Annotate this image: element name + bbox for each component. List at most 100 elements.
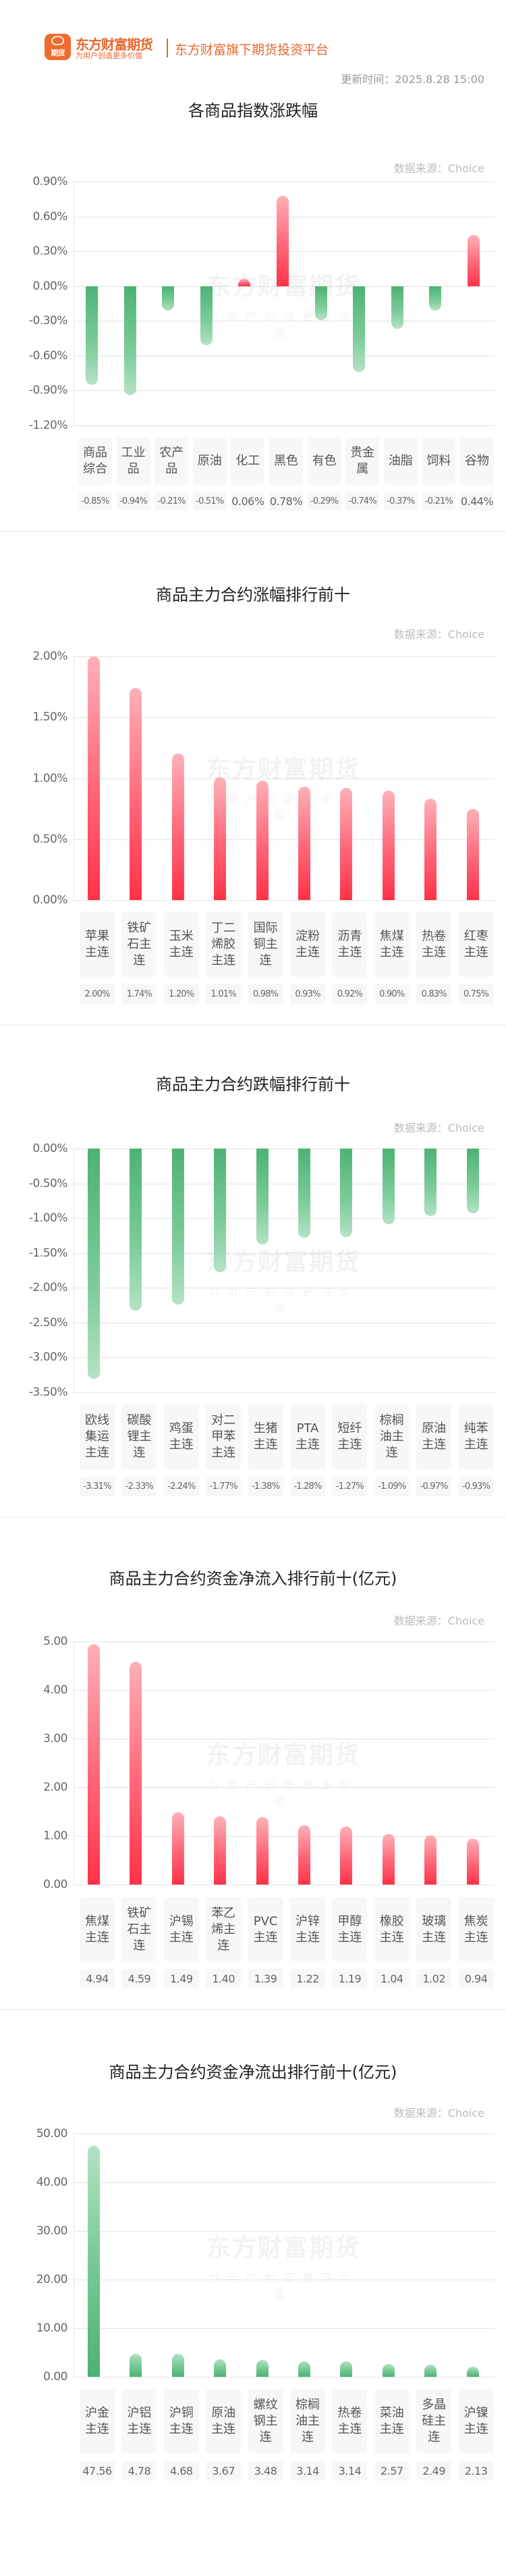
category-label: 玉米主连 (163, 912, 199, 977)
section-divider (0, 2009, 506, 2010)
grid-line (74, 1690, 495, 1691)
grid-line (74, 1836, 495, 1837)
category-label: 棕榈油主连 (290, 2389, 325, 2453)
section-divider (0, 1517, 506, 1518)
bar-10[interactable] (466, 808, 479, 900)
y-tick-label: 3.00 (43, 1732, 67, 1745)
value-label: 0.94 (458, 1969, 494, 1989)
value-label: 3.14 (332, 2461, 368, 2481)
category-label: 玻璃主连 (416, 1897, 452, 1962)
value-label: -0.93% (458, 1477, 494, 1496)
value-label: 47.56 (80, 2461, 115, 2481)
value-label: -0.97% (416, 1477, 452, 1496)
value-label: 1.02 (416, 1969, 452, 1989)
bar-3[interactable] (162, 286, 175, 311)
bar-6[interactable] (277, 195, 289, 286)
y-tick-label: -1.20% (28, 419, 68, 432)
y-tick-label: 5.00 (43, 1635, 67, 1648)
bar-1[interactable] (88, 1149, 100, 1379)
bar-2[interactable] (130, 1661, 142, 1885)
bar-1[interactable] (88, 2145, 100, 2377)
bar-7[interactable] (314, 286, 327, 320)
value-label: 1.04 (374, 1969, 410, 1989)
bar-6[interactable] (298, 787, 310, 900)
data-source-label: 数据来源：Choice (393, 162, 484, 175)
bar-10[interactable] (466, 1149, 479, 1213)
value-label: 1.39 (248, 1969, 283, 1989)
y-tick-label: -2.50% (28, 1315, 68, 1330)
bar-3[interactable] (171, 1812, 184, 1885)
value-label: -2.24% (163, 1477, 199, 1496)
bar-4[interactable] (200, 286, 213, 346)
value-label: 2.49 (416, 2461, 452, 2481)
watermark-slogan: 为用户创造更多价值 (207, 1779, 359, 1808)
bar-4[interactable] (214, 1816, 227, 1885)
grid-line (74, 356, 495, 357)
category-label: 农产品 (154, 438, 189, 485)
category-label: 原油 (192, 438, 227, 485)
bar-5[interactable] (256, 2359, 269, 2377)
y-tick-label: -0.90% (28, 384, 68, 398)
bar-7[interactable] (340, 1149, 353, 1237)
bar-8[interactable] (382, 1149, 395, 1225)
value-label: 1.20% (163, 984, 199, 1004)
bar-1[interactable] (86, 286, 98, 385)
bar-3[interactable] (171, 1149, 184, 1305)
bar-5[interactable] (256, 1149, 269, 1245)
page-header: 期货 东方财富期货 为用户创造更多价值 东方财富旗下期货投资平台 更新时间：20… (0, 0, 506, 86)
y-tick-label: 2.00 (43, 1781, 67, 1794)
bar-11[interactable] (468, 235, 480, 286)
bar-9[interactable] (424, 2365, 437, 2377)
bar-6[interactable] (298, 1149, 310, 1238)
category-label: 欧线集运主连 (80, 1404, 115, 1469)
section-divider (0, 531, 506, 532)
value-label: 0.44% (460, 492, 494, 510)
bar-6[interactable] (298, 1825, 310, 1885)
bar-8[interactable] (382, 1834, 395, 1885)
bar-2[interactable] (130, 2353, 142, 2377)
bar-7[interactable] (340, 1826, 353, 1885)
value-label: 0.98% (248, 984, 283, 1004)
bar-3[interactable] (171, 2354, 184, 2377)
bar-10[interactable] (466, 2366, 479, 2377)
bar-7[interactable] (340, 787, 353, 900)
y-tick-label: 1.00 (43, 1829, 67, 1843)
category-label: 螺纹钢主连 (248, 2389, 283, 2453)
bar-9[interactable] (424, 1149, 437, 1217)
bar-4[interactable] (214, 1149, 227, 1272)
bar-9[interactable] (391, 286, 403, 330)
grid-line (74, 717, 495, 718)
category-label: 红枣主连 (458, 912, 494, 977)
bar-5[interactable] (256, 781, 269, 900)
bar-8[interactable] (382, 790, 395, 900)
category-label: PVC主连 (248, 1897, 283, 1962)
bar-10[interactable] (429, 286, 442, 311)
bar-8[interactable] (353, 286, 366, 372)
bar-8[interactable] (382, 2364, 395, 2377)
bar-6[interactable] (298, 2361, 310, 2377)
category-label: 菜油主连 (374, 2389, 410, 2453)
category-label: 淀粉主连 (290, 912, 325, 977)
bar-9[interactable] (424, 799, 437, 900)
category-label: 化工 (231, 438, 265, 485)
bar-1[interactable] (88, 1644, 100, 1885)
bar-4[interactable] (214, 2359, 227, 2377)
bar-2[interactable] (123, 286, 136, 396)
category-label: 多晶硅主连 (416, 2389, 452, 2453)
watermark: 东方财富期货为用户创造更多价值 (206, 1735, 361, 1808)
bar-9[interactable] (424, 1835, 437, 1885)
bar-5[interactable] (256, 1816, 269, 1885)
value-label: 1.49 (163, 1969, 199, 1989)
category-label: 丁二烯胶主连 (206, 912, 242, 977)
section-divider (0, 1024, 506, 1026)
bar-3[interactable] (171, 754, 184, 900)
bar-2[interactable] (130, 687, 142, 900)
bar-4[interactable] (214, 777, 227, 900)
bar-2[interactable] (130, 1149, 142, 1311)
category-label: 苹果主连 (80, 912, 115, 977)
logo-emblem-icon (51, 36, 64, 45)
bar-10[interactable] (466, 1839, 479, 1885)
bar-1[interactable] (88, 656, 100, 900)
bar-5[interactable] (238, 279, 251, 286)
bar-7[interactable] (340, 2361, 353, 2377)
